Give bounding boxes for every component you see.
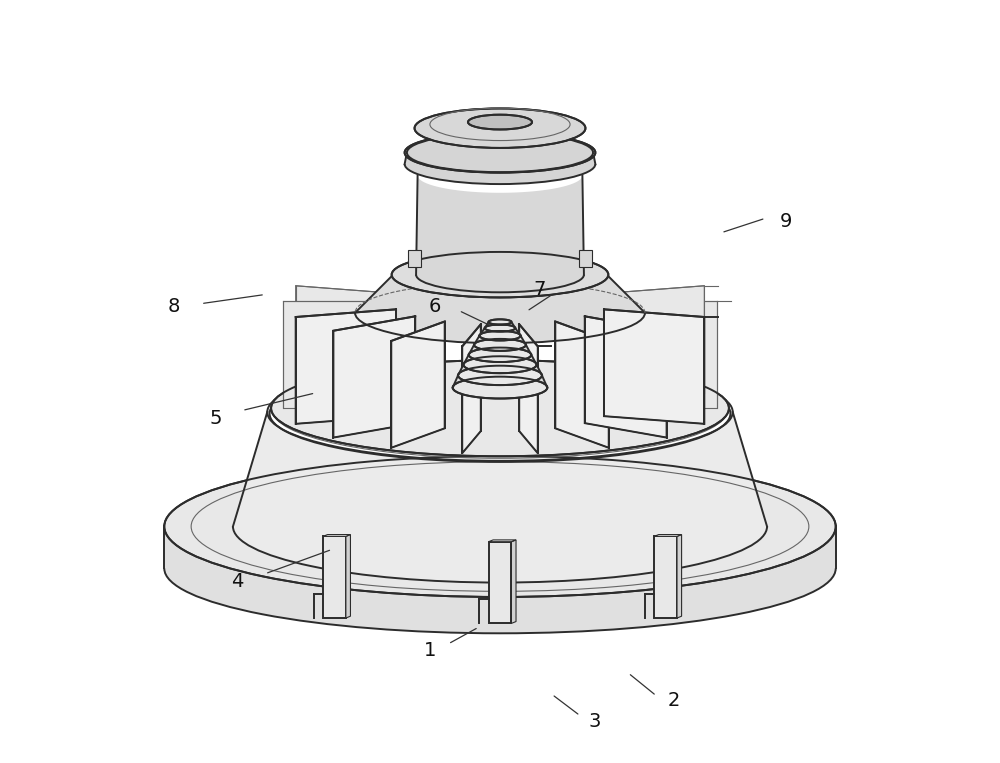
- Polygon shape: [323, 535, 350, 536]
- Ellipse shape: [164, 456, 836, 597]
- Polygon shape: [296, 309, 396, 423]
- Ellipse shape: [392, 252, 608, 298]
- Text: 6: 6: [429, 298, 441, 316]
- Ellipse shape: [407, 133, 593, 172]
- Polygon shape: [405, 153, 595, 184]
- Polygon shape: [323, 536, 346, 618]
- Polygon shape: [479, 328, 521, 340]
- Polygon shape: [654, 536, 677, 618]
- Polygon shape: [346, 535, 350, 618]
- Ellipse shape: [489, 320, 511, 324]
- Polygon shape: [164, 526, 836, 633]
- Polygon shape: [604, 309, 704, 423]
- Polygon shape: [604, 286, 704, 401]
- Ellipse shape: [405, 133, 595, 172]
- Polygon shape: [283, 301, 389, 408]
- Text: 4: 4: [231, 572, 243, 591]
- Polygon shape: [408, 250, 421, 267]
- Polygon shape: [355, 275, 645, 343]
- Text: 5: 5: [210, 409, 222, 427]
- Text: 1: 1: [424, 641, 436, 659]
- Polygon shape: [511, 540, 516, 623]
- Ellipse shape: [468, 114, 532, 130]
- Polygon shape: [555, 321, 609, 448]
- Ellipse shape: [474, 339, 526, 351]
- Polygon shape: [489, 542, 511, 623]
- Polygon shape: [296, 286, 396, 401]
- Polygon shape: [458, 365, 542, 385]
- Ellipse shape: [393, 253, 607, 297]
- Polygon shape: [485, 322, 515, 332]
- Ellipse shape: [458, 365, 542, 385]
- Text: 9: 9: [780, 212, 792, 230]
- Polygon shape: [474, 336, 526, 351]
- Polygon shape: [579, 250, 592, 267]
- Text: 7: 7: [533, 281, 546, 299]
- Polygon shape: [585, 317, 667, 437]
- Polygon shape: [469, 345, 531, 362]
- Ellipse shape: [453, 377, 547, 398]
- Polygon shape: [333, 317, 415, 437]
- Polygon shape: [489, 540, 516, 542]
- Polygon shape: [654, 535, 682, 536]
- Text: 3: 3: [588, 712, 601, 730]
- Polygon shape: [611, 301, 717, 408]
- Ellipse shape: [469, 348, 531, 362]
- Polygon shape: [416, 175, 584, 292]
- Text: 2: 2: [668, 691, 680, 710]
- Text: 8: 8: [167, 298, 180, 316]
- Polygon shape: [391, 321, 445, 448]
- Ellipse shape: [463, 356, 537, 373]
- Polygon shape: [453, 375, 547, 398]
- Ellipse shape: [415, 108, 585, 148]
- Ellipse shape: [485, 324, 515, 332]
- Polygon shape: [519, 324, 538, 453]
- Polygon shape: [677, 535, 682, 618]
- Polygon shape: [233, 412, 767, 582]
- Polygon shape: [463, 355, 537, 373]
- Ellipse shape: [271, 360, 729, 456]
- Ellipse shape: [479, 331, 521, 340]
- Polygon shape: [462, 324, 481, 453]
